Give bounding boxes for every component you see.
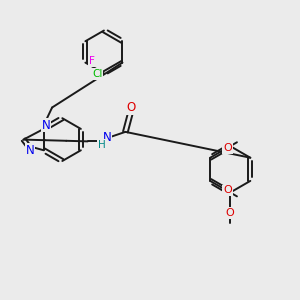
Text: N: N (42, 118, 50, 131)
Text: O: O (223, 185, 232, 195)
Text: Cl: Cl (92, 69, 103, 79)
Text: N: N (26, 144, 34, 157)
Text: O: O (126, 101, 135, 114)
Text: O: O (226, 208, 235, 218)
Text: H: H (98, 140, 106, 150)
Text: F: F (89, 56, 95, 66)
Text: O: O (223, 143, 232, 153)
Text: N: N (103, 131, 111, 144)
